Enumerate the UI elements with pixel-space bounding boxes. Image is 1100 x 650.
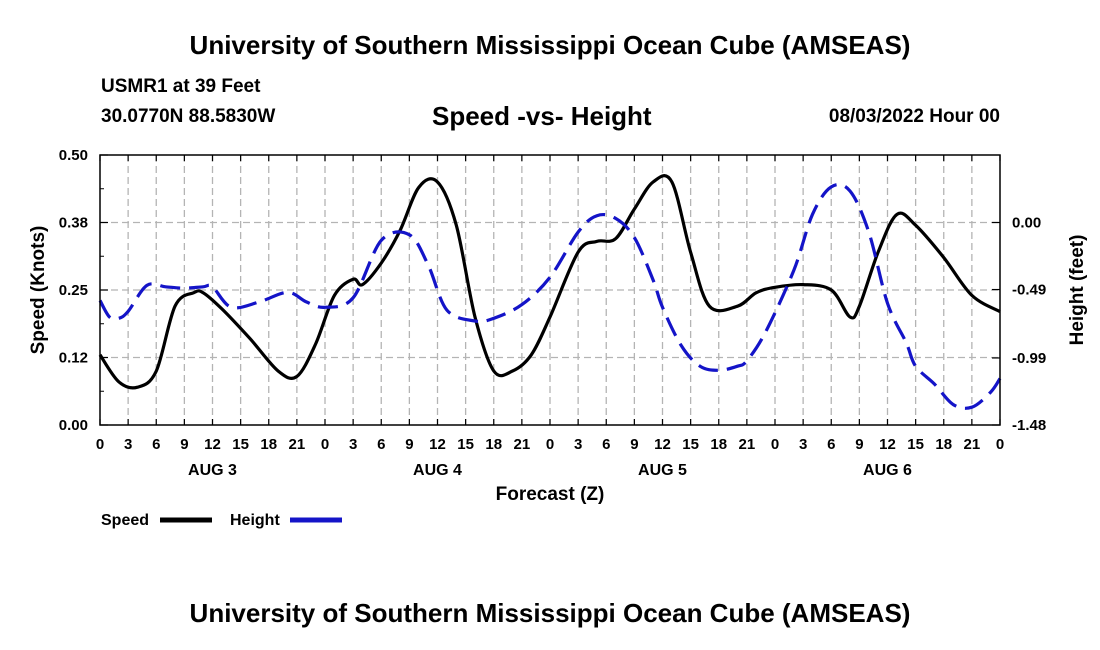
speed-height-chart: Forecast (Z) Speed (Knots) Height (feet)… — [28, 147, 1088, 529]
x-tick-label: 21 — [964, 436, 981, 453]
legend: Speed Height — [101, 512, 342, 529]
x-tick-label: 12 — [654, 436, 671, 453]
y-tick-label: 0.12 — [59, 350, 88, 367]
x-tick-label: 0 — [546, 436, 554, 453]
x-tick-label: 9 — [405, 436, 413, 453]
y-tick-label: 0.00 — [59, 417, 88, 434]
x-tick-label: 12 — [429, 436, 446, 453]
grid-lines — [100, 155, 1000, 425]
day-label: AUG 6 — [863, 462, 912, 479]
x-tick-label: 21 — [739, 436, 756, 453]
x-tick-label: 0 — [996, 436, 1004, 453]
chart-title: Speed -vs- Height — [432, 101, 652, 131]
legend-speed-label: Speed — [101, 512, 149, 529]
x-tick-label: 9 — [855, 436, 863, 453]
x-tick-label: 15 — [907, 436, 924, 453]
x-tick-label: 15 — [232, 436, 249, 453]
page-title: University of Southern Mississippi Ocean… — [189, 30, 911, 60]
y2-axis-title: Height (feet) — [1067, 235, 1088, 346]
coordinates-label: 30.0770N 88.5830W — [101, 106, 276, 127]
x-tick-label: 0 — [771, 436, 779, 453]
x-tick-label: 3 — [574, 436, 582, 453]
x-tick-label: 21 — [514, 436, 531, 453]
x-tick-label: 9 — [180, 436, 188, 453]
y2-tick-label: -0.99 — [1012, 350, 1046, 367]
x-axis-title: Forecast (Z) — [496, 484, 605, 505]
day-label: AUG 5 — [638, 462, 687, 479]
x-tick-label: 18 — [710, 436, 727, 453]
x-tick-label: 6 — [377, 436, 385, 453]
station-label: USMR1 at 39 Feet — [101, 76, 261, 97]
x-tick-label: 15 — [682, 436, 699, 453]
footer-title: University of Southern Mississippi Ocean… — [189, 598, 911, 628]
y-tick-label: 0.50 — [59, 147, 88, 164]
x-tick-label: 0 — [321, 436, 329, 453]
x-tick-label: 12 — [204, 436, 221, 453]
x-tick-label: 0 — [96, 436, 104, 453]
x-tick-label: 3 — [349, 436, 357, 453]
x-tick-label: 21 — [289, 436, 306, 453]
legend-height-label: Height — [230, 512, 280, 529]
speed-series-line — [98, 174, 1001, 390]
forecast-date-label: 08/03/2022 Hour 00 — [828, 106, 1000, 127]
x-tick-label: 18 — [260, 436, 277, 453]
axes: Forecast (Z) Speed (Knots) Height (feet)… — [28, 147, 1088, 505]
x-tick-label: 6 — [602, 436, 610, 453]
height-series-line — [98, 182, 1002, 410]
x-tick-label: 15 — [457, 436, 474, 453]
x-tick-label: 3 — [799, 436, 807, 453]
day-label: AUG 4 — [413, 462, 462, 479]
x-tick-label: 12 — [879, 436, 896, 453]
y-tick-label: 0.38 — [59, 215, 88, 232]
x-tick-label: 3 — [124, 436, 132, 453]
y-tick-label: 0.25 — [59, 282, 88, 299]
y2-tick-label: -0.49 — [1012, 282, 1046, 299]
plot-border — [99, 154, 1001, 426]
series-lines — [98, 174, 1002, 410]
x-tick-label: 18 — [485, 436, 502, 453]
plot-frame — [99, 154, 1001, 426]
y2-tick-label: -1.48 — [1012, 417, 1046, 434]
x-tick-label: 9 — [630, 436, 638, 453]
x-tick-label: 18 — [935, 436, 952, 453]
y2-tick-label: 0.00 — [1012, 215, 1041, 232]
x-tick-label: 6 — [827, 436, 835, 453]
y-axis-title: Speed (Knots) — [28, 226, 49, 355]
day-label: AUG 3 — [188, 462, 237, 479]
x-tick-label: 6 — [152, 436, 160, 453]
